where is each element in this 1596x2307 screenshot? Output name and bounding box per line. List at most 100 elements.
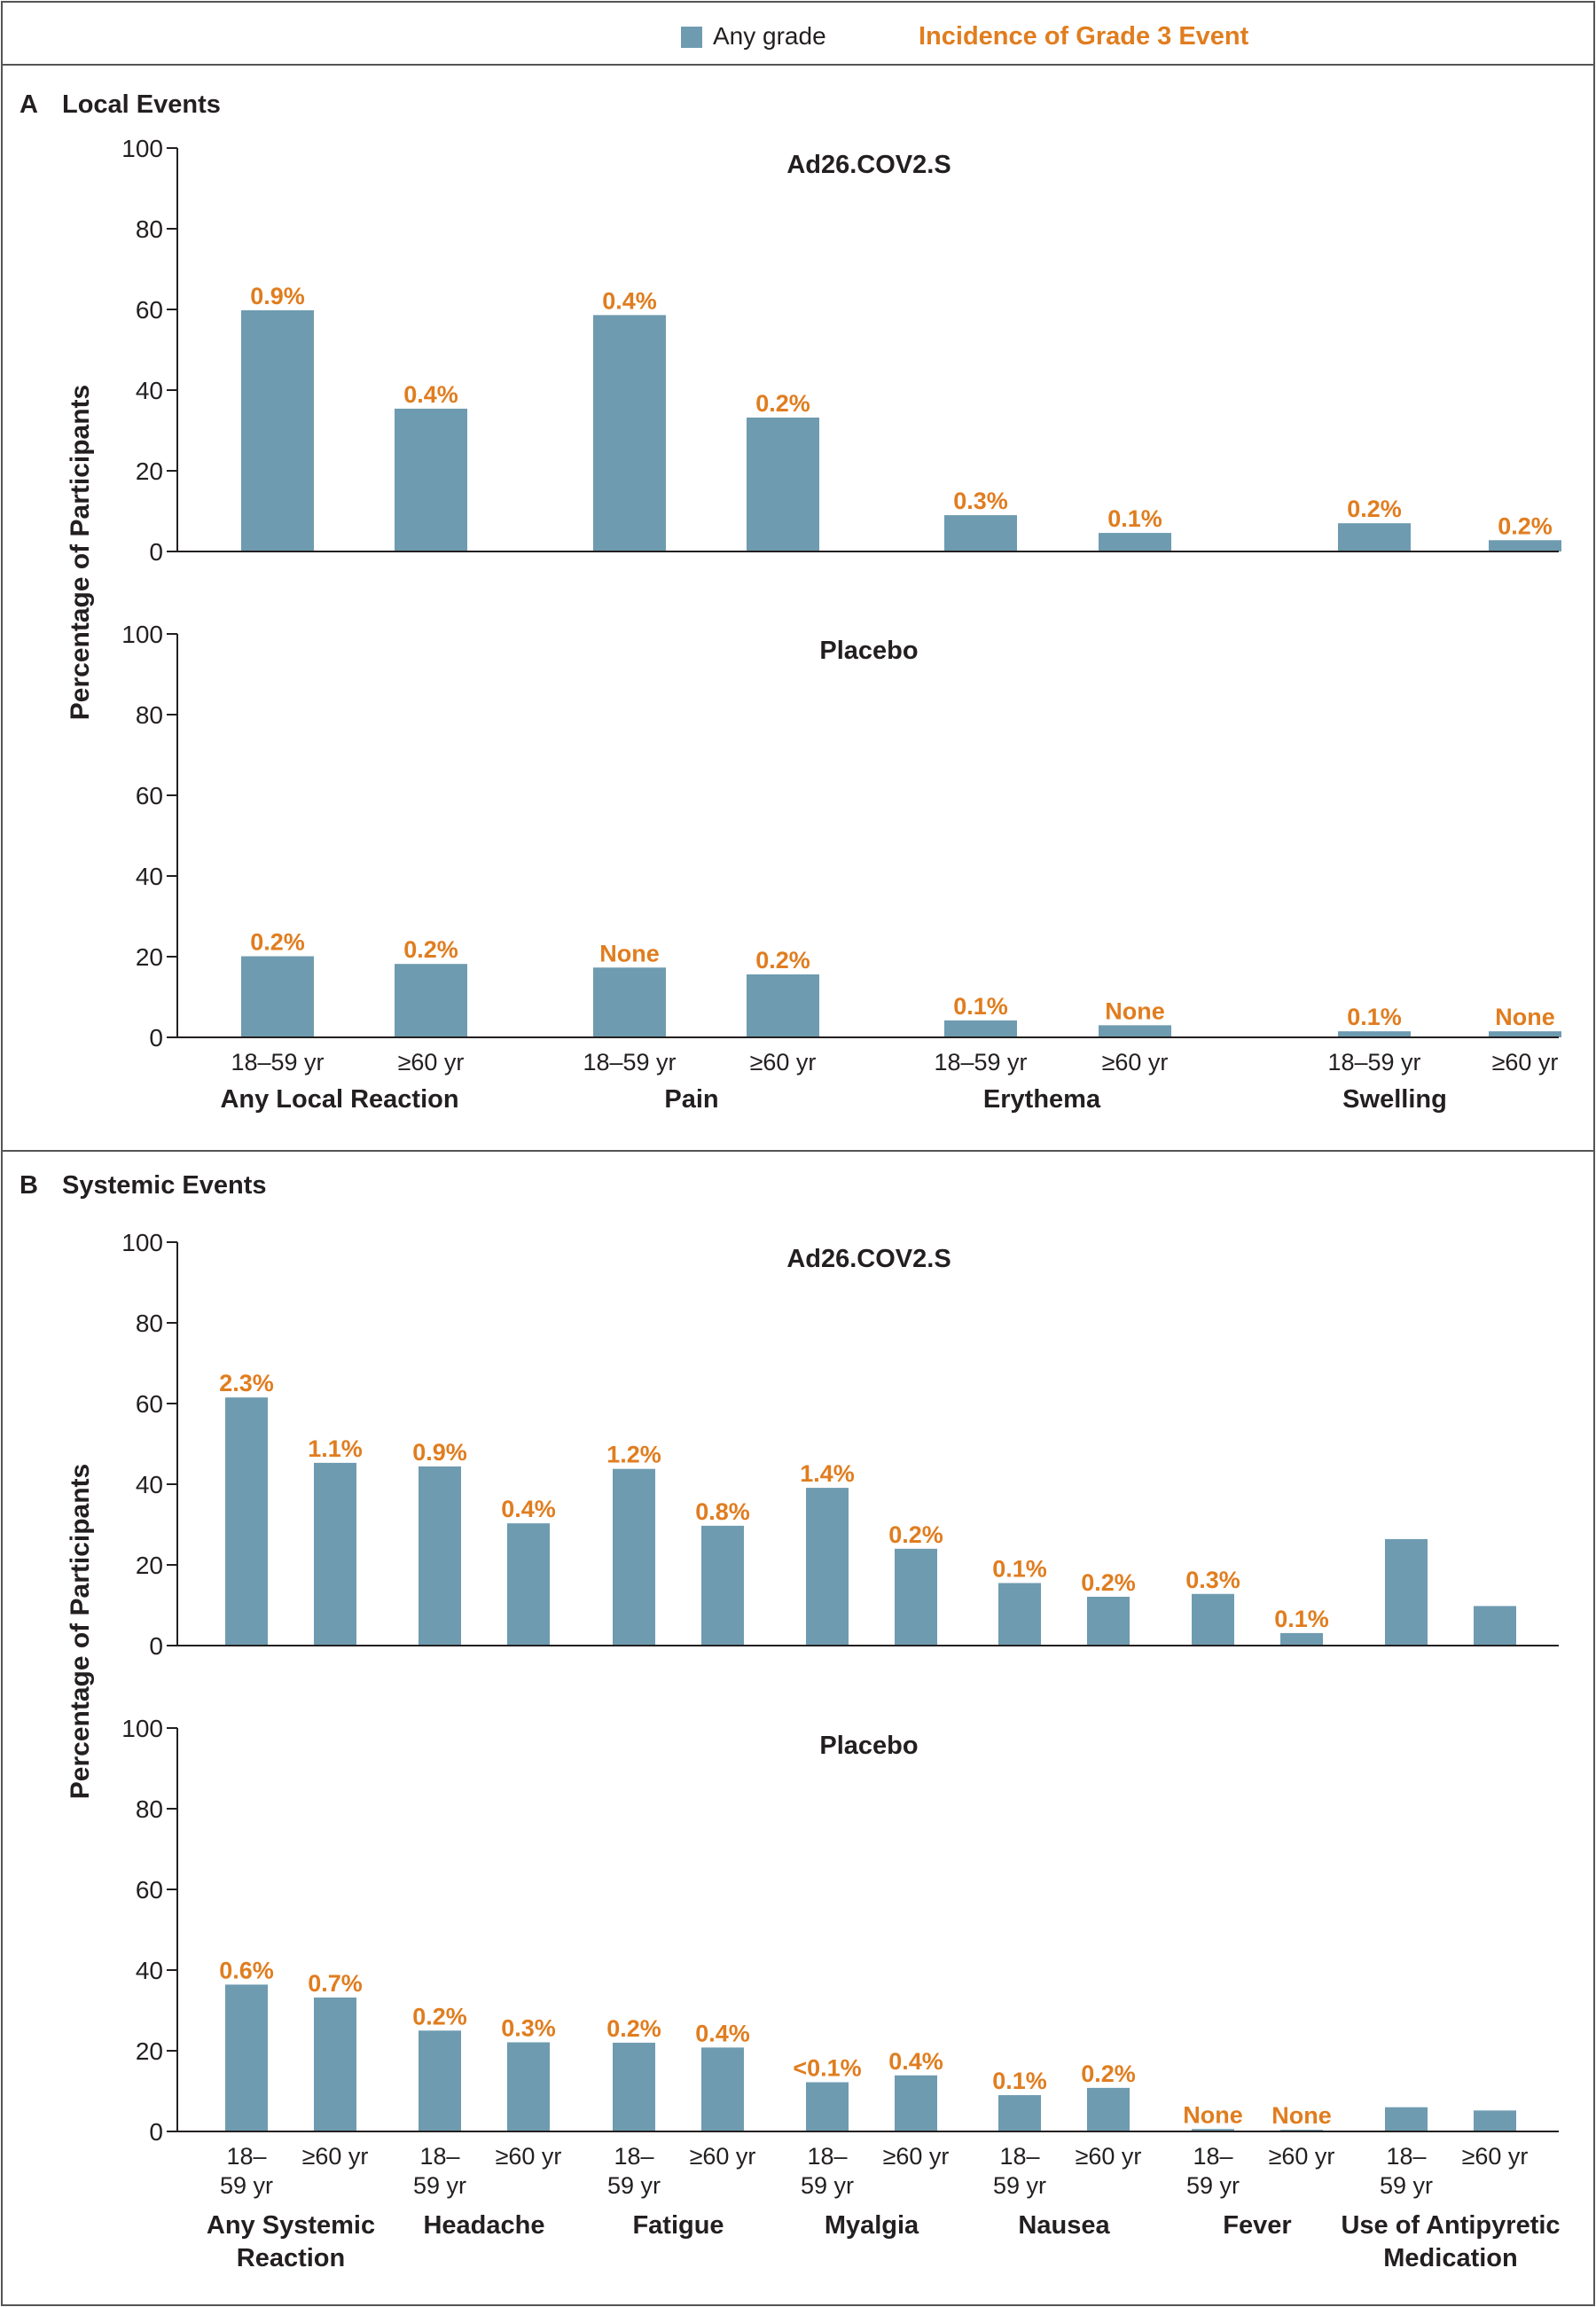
grade3-label: 0.3% — [953, 488, 1008, 514]
chart-title: Ad26.COV2.S — [786, 151, 951, 179]
y-tick-label: 60 — [136, 1390, 163, 1418]
y-tick-label: 80 — [136, 215, 163, 243]
bar — [593, 967, 666, 1037]
x-tick-label: 18–59 yr — [231, 1049, 324, 1075]
y-tick-label: 20 — [136, 457, 163, 485]
bar — [225, 1984, 268, 2131]
x-tick-label-line: 59 yr — [801, 2172, 854, 2199]
y-tick-label: 100 — [121, 135, 163, 162]
grade3-label: 0.4% — [602, 287, 657, 314]
group-label-line: Fever — [1223, 2211, 1291, 2240]
grade3-label: 0.3% — [1185, 1567, 1240, 1593]
x-tick-label: ≥60 yr — [1492, 1049, 1559, 1075]
x-tick-label: 18–59 yr — [801, 2143, 854, 2199]
bar — [241, 956, 314, 1037]
x-tick-label: 18–59 yr — [1186, 2143, 1240, 2199]
y-tick-label: 100 — [121, 1715, 163, 1742]
group-label-line: Use of Antipyretic — [1341, 2211, 1560, 2240]
group-label: Any Local Reaction — [220, 1085, 458, 1114]
group-label-line: Nausea — [1018, 2211, 1110, 2240]
grade3-label: None — [1495, 1004, 1555, 1030]
x-tick-label: ≥60 yr — [750, 1049, 817, 1075]
x-tick-label-line: ≥60 yr — [496, 2143, 562, 2170]
grade3-label: 0.1% — [1274, 1606, 1329, 1632]
x-tick-label-line: ≥60 yr — [1102, 1049, 1169, 1075]
y-tick-label: 20 — [136, 943, 163, 971]
group-label: Pain — [664, 1085, 718, 1114]
grade3-label: 0.2% — [1347, 496, 1402, 522]
grade3-label: None — [1271, 2102, 1332, 2129]
bar — [314, 1997, 356, 2131]
panel-a-x-labels: 18–59 yr ≥60 yr 18–59 yr ≥60 yr 18–59 yr ≥60 … — [220, 1049, 1558, 1114]
y-tick-label: 40 — [136, 863, 163, 890]
bar — [419, 2030, 461, 2131]
bar — [806, 1488, 849, 1646]
group-label-line: Pain — [664, 1085, 718, 1114]
legend: Any grade Incidence of Grade 3 Event — [681, 22, 1249, 51]
bar — [747, 417, 819, 551]
chart-title: Placebo — [819, 637, 918, 665]
bar — [1087, 1596, 1130, 1646]
grade3-label: 0.2% — [606, 2015, 661, 2042]
x-tick-label: 18–59 yr — [413, 2143, 466, 2199]
grade3-label: 0.2% — [403, 936, 458, 963]
x-tick-label-line: 18–59 yr — [583, 1049, 676, 1075]
group-label-line: Erythema — [983, 1085, 1101, 1114]
grade3-label: 2.3% — [219, 1370, 274, 1396]
bar — [1192, 1593, 1234, 1646]
bar — [395, 408, 467, 551]
grade3-label: 0.8% — [695, 1498, 750, 1525]
grade3-label: 0.4% — [695, 2020, 750, 2046]
x-tick-label-line: 18–59 yr — [934, 1049, 1027, 1075]
x-tick-label: ≥60 yr — [1269, 2143, 1335, 2170]
bar — [1192, 2129, 1234, 2131]
bar — [1099, 533, 1171, 551]
x-tick-label: ≥60 yr — [496, 2143, 562, 2170]
y-tick-label: 40 — [136, 377, 163, 404]
bar — [1385, 1538, 1428, 1646]
panel-b-title: Systemic Events — [62, 1171, 267, 1200]
grade3-label: None — [1105, 997, 1165, 1024]
group-label: Headache — [423, 2211, 544, 2240]
bar — [613, 1468, 655, 1646]
x-tick-label-line: ≥60 yr — [690, 2143, 756, 2170]
x-tick-label-line: 59 yr — [1380, 2172, 1433, 2199]
y-tick-label: 60 — [136, 296, 163, 324]
x-tick-label: ≥60 yr — [1462, 2143, 1529, 2170]
y-tick-label: 0 — [149, 538, 163, 566]
x-tick-label: ≥60 yr — [883, 2143, 950, 2170]
x-tick-label-line: 18– — [419, 2143, 459, 2170]
x-tick-label-line: ≥60 yr — [1462, 2143, 1529, 2170]
x-tick-label: 18–59 yr — [220, 2143, 273, 2199]
legend-label-any-grade: Any grade — [713, 22, 826, 50]
x-tick-label: 18–59 yr — [1380, 2143, 1433, 2199]
bar — [1489, 540, 1561, 551]
chart-local-placebo: Placebo 0 20 40 60 80 100 0.2% 0.2% None 0.2% 0.1% N… — [121, 621, 1561, 1052]
x-tick-label: 18–59 yr — [607, 2143, 661, 2199]
chart-local-ad26: Ad26.COV2.S 0 20 40 60 80 100 0.9% 0.4% 0.4% 0.2% 0… — [121, 135, 1561, 566]
x-tick-label-line: 18– — [1193, 2143, 1232, 2170]
panel-a-letter: A — [20, 90, 38, 119]
y-tick-label: 80 — [136, 1310, 163, 1337]
bar — [507, 1523, 550, 1646]
x-tick-label: ≥60 yr — [1076, 2143, 1142, 2170]
y-tick-label: 80 — [136, 1795, 163, 1823]
chart-title: Ad26.COV2.S — [786, 1245, 951, 1273]
x-tick-label: 18–59 yr — [1327, 1049, 1420, 1075]
x-tick-label: ≥60 yr — [302, 2143, 369, 2170]
grade3-label: 0.1% — [1107, 505, 1162, 532]
panel-a-title: Local Events — [62, 90, 221, 119]
x-tick-label-line: 18– — [999, 2143, 1039, 2170]
x-tick-label-line: 59 yr — [413, 2172, 466, 2199]
y-tick-label: 100 — [121, 1229, 163, 1256]
y-tick-label: 100 — [121, 621, 163, 648]
x-tick-label-line: 59 yr — [220, 2172, 273, 2199]
bar — [1474, 1606, 1516, 1646]
grade3-label: 0.1% — [1347, 1004, 1402, 1030]
y-tick-label: 0 — [149, 2118, 163, 2146]
group-label-line: Any Local Reaction — [220, 1085, 458, 1114]
grade3-label: 0.2% — [250, 929, 305, 956]
bar — [998, 1583, 1041, 1646]
